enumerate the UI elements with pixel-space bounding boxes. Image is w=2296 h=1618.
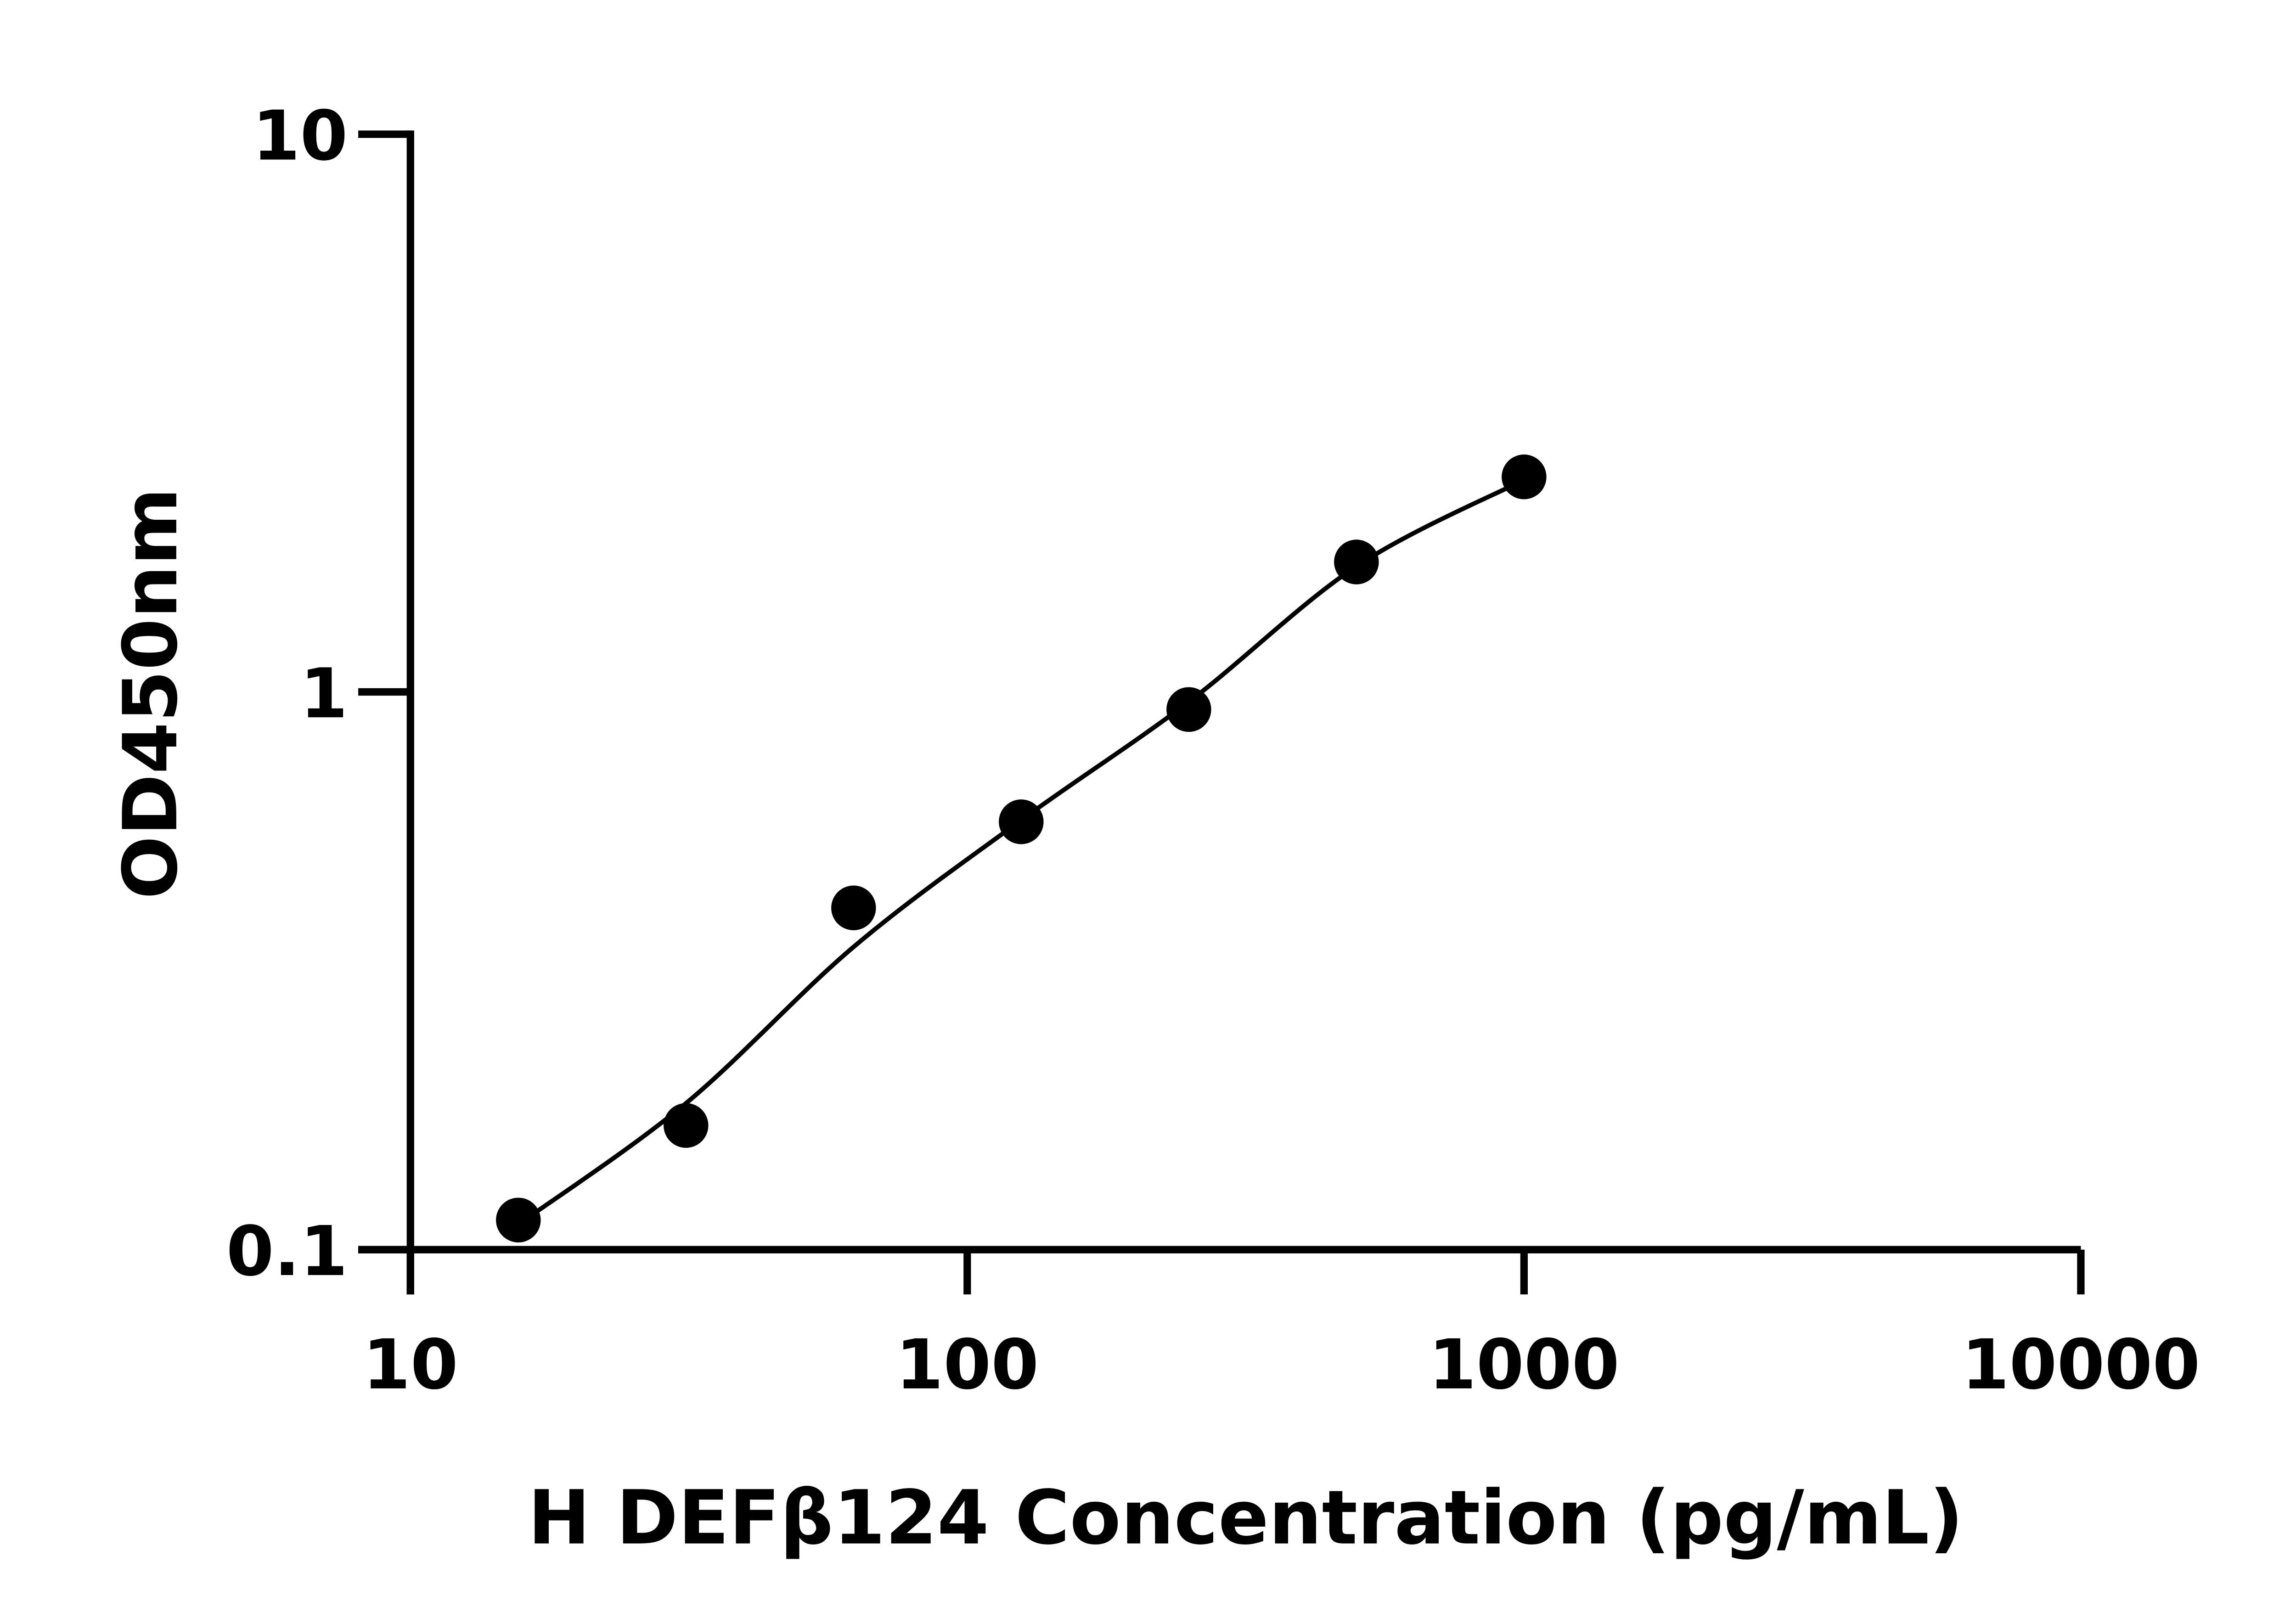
data-point [999,799,1044,844]
x-tick-label: 10000 [1962,1325,2200,1405]
x-tick-label: 10 [363,1325,458,1405]
data-point [831,885,876,931]
y-tick-label: 1 [300,654,348,734]
data-point [1334,539,1379,584]
x-tick-label: 100 [895,1325,1039,1405]
data-point [1502,454,1547,500]
y-tick-label: 10 [252,96,348,176]
data-point [1166,687,1211,732]
y-tick-label: 0.1 [226,1212,348,1292]
x-tick-label: 1000 [1429,1325,1620,1405]
x-axis-label: H DEFβ124 Concentration (pg/mL) [528,1475,1964,1562]
data-point [496,1197,541,1243]
y-axis-label: OD450nm [107,488,194,899]
data-point [664,1103,709,1148]
